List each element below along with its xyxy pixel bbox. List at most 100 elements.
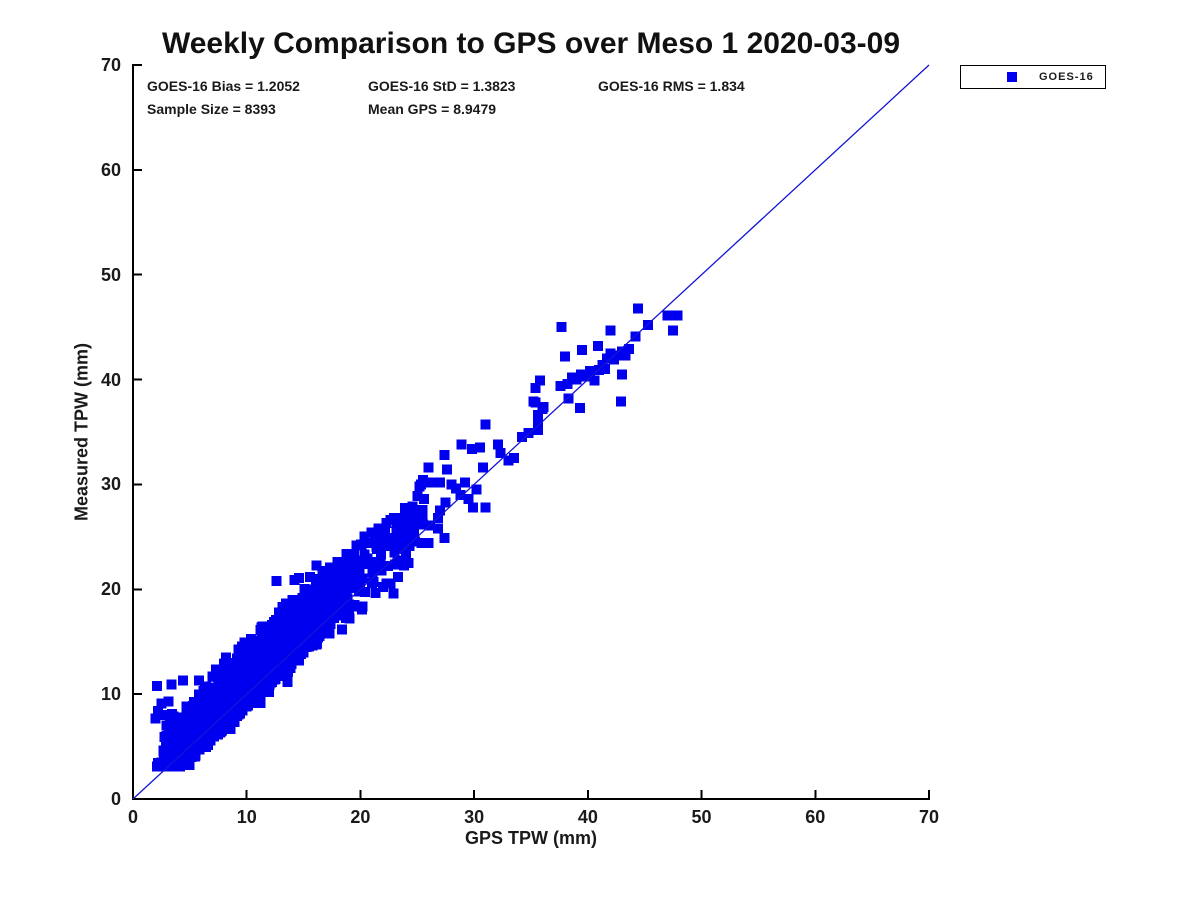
data-point [334,610,345,621]
data-point [410,536,420,547]
data-point [283,640,294,651]
x-axis-label: GPS TPW (mm) [464,828,597,848]
data-point [168,761,179,772]
data-point [532,410,543,421]
data-point [181,701,192,712]
data-point [200,723,211,734]
data-point [209,711,220,722]
data-point [344,613,355,624]
data-point [311,639,322,650]
data-point [298,622,309,633]
data-point [211,664,221,675]
data-point [276,652,287,663]
data-point [239,655,250,666]
data-point [271,647,282,658]
data-point [418,475,428,486]
data-point [562,378,573,389]
data-point [163,696,174,707]
data-point [480,502,491,513]
data-point [280,602,291,613]
data-point [311,588,322,599]
one-to-one-line [132,64,930,800]
data-point [189,721,200,732]
y-tick-label: 0 [110,789,121,809]
data-point [315,605,326,615]
data-point [337,624,347,635]
data-point [308,598,319,608]
data-point [439,450,450,461]
data-point [253,685,263,696]
data-point [377,529,387,540]
data-point [229,717,240,728]
data-point [662,310,673,321]
y-tick-label: 10 [100,684,121,705]
stat-mean-gps: Mean GPS = 8.9479 [368,101,497,117]
data-point [555,380,566,391]
data-point [271,575,282,586]
data-point [450,483,461,494]
data-point [337,577,348,588]
data-point [325,562,336,573]
data-point [317,591,328,602]
data-point [290,635,301,646]
data-point [535,375,546,386]
data-point [227,664,238,674]
data-point [468,502,478,513]
data-point [160,750,171,761]
data-point [182,747,193,758]
chart-title: Weekly Comparison to GPS over Meso 1 202… [161,27,901,60]
stat-sample-size: Sample Size = 8393 [147,101,276,117]
data-point [163,730,174,741]
data-point [363,538,374,549]
data-point [202,710,212,721]
data-point [247,678,257,689]
data-point [258,680,269,691]
x-tick-label: 30 [464,807,485,827]
data-point [192,743,203,754]
data-point [283,628,294,639]
data-point [599,364,610,375]
data-point [643,320,654,330]
data-point [216,701,227,712]
data-point [478,462,489,473]
data-point [323,625,334,635]
data-point [329,613,339,624]
data-point [178,675,188,686]
legend: GOES-16 [960,65,1106,89]
data-point [415,512,426,523]
data-point [366,578,377,588]
data-point [221,687,232,698]
data-point [672,310,683,321]
data-point [167,739,178,750]
data-point [400,537,411,548]
data-point [392,571,403,582]
data-point [574,402,585,413]
legend-label: GOES-16 [1039,71,1094,83]
data-point [312,574,323,585]
data-point [193,675,204,686]
data-point [156,698,167,709]
data-point [225,724,236,734]
data-point [304,571,315,582]
data-point [170,750,181,761]
data-point [375,549,386,560]
x-tick-label: 60 [805,807,826,827]
stat-std: GOES-16 StD = 1.3823 [368,78,516,94]
data-point [159,710,170,721]
data-point [389,538,400,549]
data-point [390,559,401,570]
data-point [408,529,419,540]
data-point [287,595,298,605]
data-point [324,586,335,597]
data-point [495,448,506,458]
data-point [439,532,450,543]
data-point [455,489,466,500]
data-point [338,604,349,615]
data-point [208,686,219,697]
data-point [342,573,353,584]
data-point [463,494,474,505]
data-point [247,667,258,678]
data-point [293,596,304,607]
data-point [400,502,411,513]
data-point [230,711,241,722]
